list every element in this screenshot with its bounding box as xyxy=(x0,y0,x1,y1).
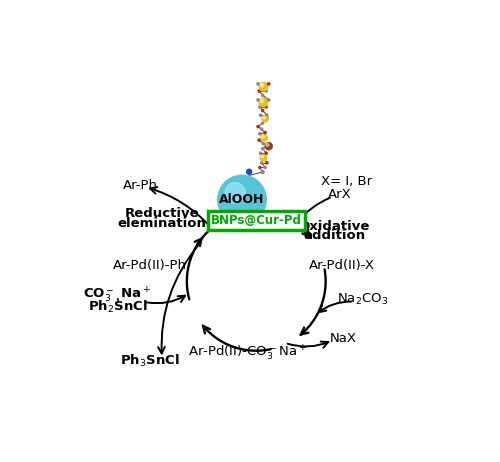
Circle shape xyxy=(262,135,264,138)
Circle shape xyxy=(261,109,264,112)
Circle shape xyxy=(236,194,240,197)
Circle shape xyxy=(229,186,250,208)
Circle shape xyxy=(265,161,268,164)
Circle shape xyxy=(266,143,269,146)
Circle shape xyxy=(232,190,245,203)
Circle shape xyxy=(224,182,258,215)
Circle shape xyxy=(256,98,260,102)
Circle shape xyxy=(260,161,264,164)
Circle shape xyxy=(264,152,268,155)
Circle shape xyxy=(265,114,268,117)
Text: Ar-Pd(II)-CO$_3^-$Na$^+$: Ar-Pd(II)-CO$_3^-$Na$^+$ xyxy=(188,343,307,362)
Circle shape xyxy=(233,190,244,202)
Circle shape xyxy=(258,166,262,169)
Circle shape xyxy=(258,152,262,155)
Text: NaX: NaX xyxy=(330,332,357,345)
Circle shape xyxy=(264,142,273,151)
Circle shape xyxy=(256,125,260,128)
Circle shape xyxy=(236,193,240,198)
Circle shape xyxy=(224,182,256,214)
Text: Reductive: Reductive xyxy=(124,207,200,220)
Circle shape xyxy=(230,188,248,206)
Circle shape xyxy=(228,185,252,210)
Circle shape xyxy=(258,97,268,107)
Circle shape xyxy=(228,186,252,209)
Circle shape xyxy=(220,177,264,221)
Circle shape xyxy=(260,128,264,131)
Circle shape xyxy=(261,121,264,125)
Circle shape xyxy=(258,132,262,135)
Circle shape xyxy=(226,183,256,213)
Circle shape xyxy=(261,147,264,151)
Text: BNPs@Cur-Pd: BNPs@Cur-Pd xyxy=(211,214,302,227)
Circle shape xyxy=(218,175,266,224)
Text: Ar-Pd(II)-X: Ar-Pd(II)-X xyxy=(308,259,374,272)
Circle shape xyxy=(237,195,238,196)
Text: ArX: ArX xyxy=(328,188,351,201)
Text: Oxidative: Oxidative xyxy=(299,220,370,233)
Circle shape xyxy=(230,187,250,207)
Circle shape xyxy=(218,176,265,223)
Circle shape xyxy=(261,155,264,158)
Text: CO$_3^-$ Na$^+$: CO$_3^-$ Na$^+$ xyxy=(84,285,152,304)
Circle shape xyxy=(258,82,268,92)
Circle shape xyxy=(234,191,243,201)
Circle shape xyxy=(256,82,260,85)
Circle shape xyxy=(222,180,260,217)
Text: Na$_2$CO$_3$: Na$_2$CO$_3$ xyxy=(338,292,388,307)
Circle shape xyxy=(258,89,261,93)
Circle shape xyxy=(261,93,264,97)
Circle shape xyxy=(258,105,262,109)
Text: elemination: elemination xyxy=(118,217,206,230)
Circle shape xyxy=(219,176,264,222)
Circle shape xyxy=(222,179,260,218)
Circle shape xyxy=(267,82,270,85)
Circle shape xyxy=(260,170,265,174)
Circle shape xyxy=(226,183,254,212)
Circle shape xyxy=(260,84,264,87)
Circle shape xyxy=(218,175,266,224)
Circle shape xyxy=(225,182,246,203)
Circle shape xyxy=(222,179,262,219)
Text: Ph$_2$SnCl: Ph$_2$SnCl xyxy=(88,298,148,315)
Circle shape xyxy=(258,114,262,117)
Circle shape xyxy=(264,105,268,109)
Circle shape xyxy=(226,184,254,211)
Circle shape xyxy=(264,131,267,134)
Circle shape xyxy=(262,116,266,119)
Text: Ar-Ph: Ar-Ph xyxy=(123,179,158,192)
Circle shape xyxy=(246,169,252,174)
Text: Ph$_3$SnCl: Ph$_3$SnCl xyxy=(120,353,180,370)
Circle shape xyxy=(260,134,268,142)
Circle shape xyxy=(258,138,261,142)
Text: X= I, Br: X= I, Br xyxy=(322,175,372,188)
Circle shape xyxy=(264,89,268,93)
Circle shape xyxy=(267,98,270,102)
Circle shape xyxy=(232,189,246,204)
Circle shape xyxy=(235,193,242,199)
Circle shape xyxy=(224,181,258,216)
Circle shape xyxy=(231,188,248,205)
Circle shape xyxy=(220,178,262,220)
Text: addition: addition xyxy=(304,229,366,242)
Circle shape xyxy=(264,166,267,169)
Text: Ar-Pd(II)-Ph: Ar-Pd(II)-Ph xyxy=(112,259,186,272)
Circle shape xyxy=(234,192,242,200)
Circle shape xyxy=(262,142,265,146)
Circle shape xyxy=(261,115,269,123)
Circle shape xyxy=(260,99,264,103)
Text: AlOOH: AlOOH xyxy=(220,193,264,206)
Circle shape xyxy=(260,154,268,162)
